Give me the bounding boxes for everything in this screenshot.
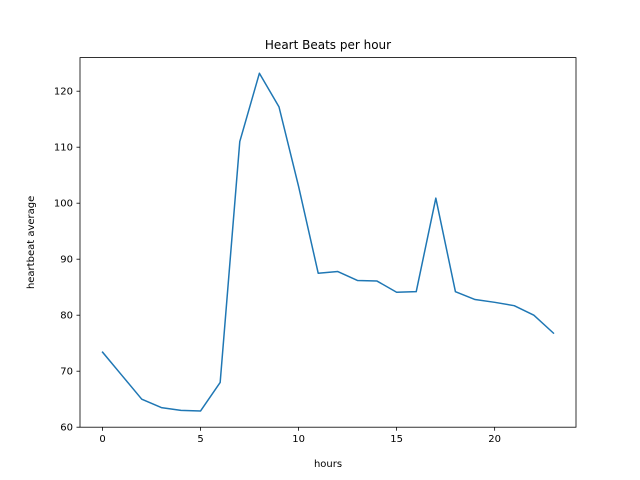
y-axis-title: heartbeat average [26, 196, 37, 289]
y-tick-label: 80 [60, 311, 73, 322]
plot-area [80, 57, 576, 428]
x-tick-label: 5 [197, 434, 203, 445]
x-tick-label: 0 [99, 434, 105, 445]
y-tick-label: 70 [60, 367, 73, 378]
y-tick-label: 60 [60, 423, 73, 434]
x-tick-label: 15 [390, 434, 403, 445]
y-tick-label: 90 [60, 255, 73, 266]
plot-frame [79, 57, 577, 428]
series-line [101, 72, 555, 412]
x-tick-label: 20 [488, 434, 501, 445]
series-layer [101, 72, 555, 412]
y-tick-label: 120 [54, 87, 73, 98]
chart-title: Heart Beats per hour [265, 38, 391, 52]
x-axis-ticks: 0 5 10 15 20 [99, 427, 501, 445]
y-tick-label: 110 [54, 143, 73, 154]
y-axis-ticks: 60 70 80 90 100 110 120 [54, 87, 80, 434]
x-tick-label: 10 [292, 434, 305, 445]
x-axis-title: hours [314, 459, 342, 470]
y-tick-label: 100 [54, 199, 73, 210]
